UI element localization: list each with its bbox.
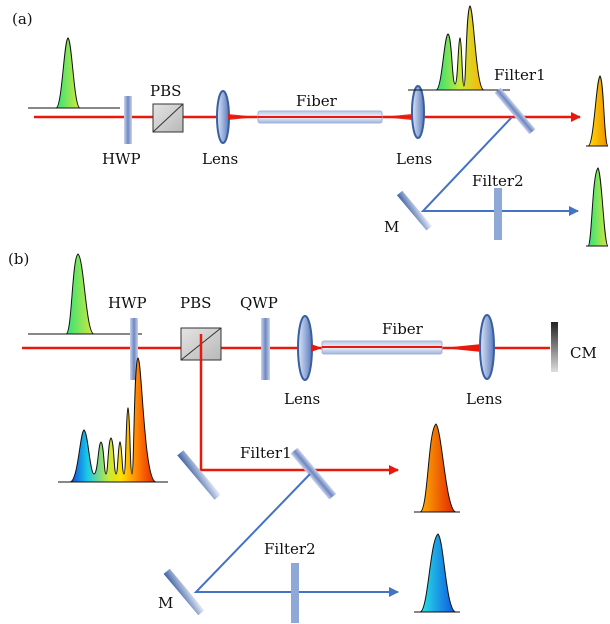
qwp-b-label: QWP: [240, 294, 278, 312]
filter1-a-label: Filter1: [494, 66, 546, 84]
filter2-b-label: Filter2: [264, 540, 316, 558]
panel-a-tag: (a): [12, 10, 33, 28]
fiber-b-label: Fiber: [382, 320, 424, 338]
filter2-a-label: Filter2: [472, 172, 524, 190]
hwp-b-label: HWP: [108, 294, 147, 312]
lens-left-b: [297, 315, 313, 381]
blue-path-b: [193, 473, 399, 597]
lens-right-b: [479, 314, 495, 380]
lens-left-a-label: Lens: [202, 150, 238, 168]
filter2-a: [494, 188, 502, 240]
hwp-a-label: HWP: [102, 150, 141, 168]
input-pulse-a: [28, 37, 120, 109]
output-pulse-a-yellow: [586, 75, 609, 147]
filter1-b-label: Filter1: [240, 444, 292, 462]
input-pulse-b: [28, 253, 142, 335]
pbs-a: [152, 103, 184, 133]
pbs-b-label: PBS: [180, 294, 211, 312]
mirror-a: [396, 190, 432, 231]
broadened-pulse-b: [58, 357, 168, 483]
panel-b: (b) HWP PBS QWP Lens Fiber Le: [8, 250, 597, 623]
mirror-b-label: M: [158, 594, 173, 612]
reflected-beam-b: [199, 334, 399, 475]
mirror-a-label: M: [384, 218, 399, 236]
filter2-b: [291, 563, 299, 623]
lens-left-b-label: Lens: [284, 390, 320, 408]
panel-b-tag: (b): [8, 250, 29, 268]
mirror-b: [163, 568, 205, 616]
lens-right-b-label: Lens: [466, 390, 502, 408]
fiber-a-label: Fiber: [296, 92, 338, 110]
hwp-b: [130, 318, 138, 380]
qwp-b: [261, 318, 270, 380]
filter1-a: [494, 87, 536, 135]
output-pulse-b-cyan: [414, 533, 460, 613]
hwp-a: [124, 96, 132, 144]
lens-right-a: [411, 85, 425, 139]
steering-mirror-b: [177, 450, 221, 500]
output-pulse-a-green: [586, 167, 609, 247]
lens-right-a-label: Lens: [396, 150, 432, 168]
output-pulse-b-orange: [414, 423, 460, 513]
cm-b-label: CM: [570, 344, 597, 362]
blue-path-a: [420, 116, 579, 216]
panel-a: (a) HWP PBS Lens Fiber Lens: [12, 5, 609, 247]
filter1-b: [290, 447, 337, 500]
lens-left-a: [216, 90, 230, 144]
cm-b: [551, 322, 558, 372]
broadened-pulse-a: [408, 5, 510, 91]
pbs-a-label: PBS: [150, 82, 181, 100]
